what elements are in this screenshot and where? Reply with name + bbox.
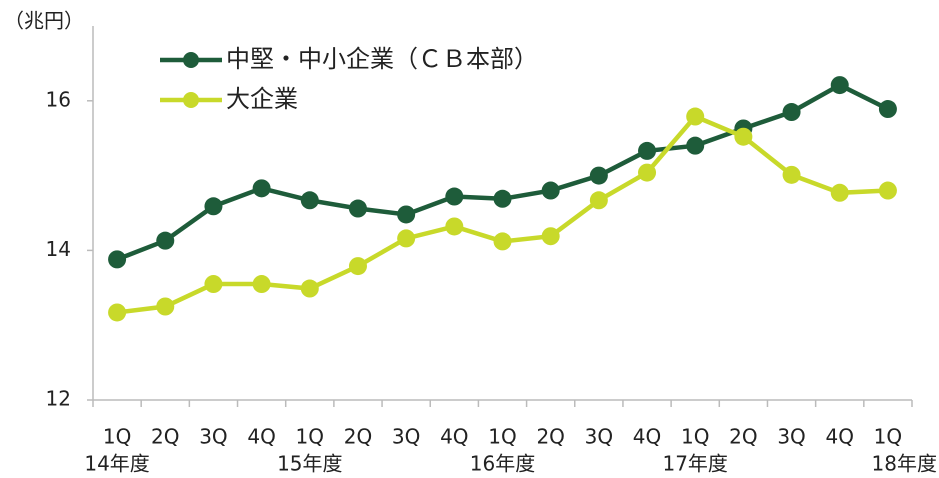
year-label: 16年度 <box>470 452 535 476</box>
data-point <box>830 183 849 202</box>
x-tick-label: 3Q <box>585 425 613 449</box>
data-point <box>445 187 464 206</box>
data-point <box>445 217 464 236</box>
x-tick-label: 3Q <box>777 425 805 449</box>
data-point <box>782 165 801 184</box>
x-tick-label: 2Q <box>536 425 564 449</box>
series-line <box>116 113 889 315</box>
data-point <box>782 103 801 122</box>
data-point <box>638 163 657 182</box>
year-label: 18年度 <box>872 452 937 476</box>
data-point <box>108 303 127 322</box>
y-tick-label: 14 <box>46 237 71 261</box>
x-tick-label: 4Q <box>633 425 661 449</box>
year-label: 17年度 <box>662 452 727 476</box>
year-label: 14年度 <box>84 452 149 476</box>
data-point <box>156 297 175 316</box>
data-point <box>252 179 271 198</box>
data-point <box>204 275 223 294</box>
data-point <box>541 227 560 246</box>
data-point <box>638 141 657 160</box>
unit-label: （兆円） <box>4 9 84 33</box>
data-point <box>686 107 705 126</box>
data-point <box>541 181 560 200</box>
data-point <box>204 197 223 216</box>
data-point <box>878 181 897 200</box>
x-tick-label: 2Q <box>151 425 179 449</box>
x-tick-label: 1Q <box>488 425 516 449</box>
legend-marker <box>183 52 199 68</box>
x-tick-label: 1Q <box>874 425 902 449</box>
data-point <box>348 257 367 276</box>
y-tick-label: 12 <box>46 387 71 411</box>
x-tick-label: 1Q <box>681 425 709 449</box>
x-tick-label: 4Q <box>247 425 275 449</box>
data-point <box>300 191 319 210</box>
x-tick-label: 3Q <box>392 425 420 449</box>
data-point <box>156 231 175 250</box>
legend-marker <box>183 92 199 108</box>
data-point <box>108 250 127 269</box>
data-point <box>589 166 608 185</box>
legend-label: 中堅・中小企業（ＣＢ本部） <box>226 45 538 73</box>
data-point <box>589 191 608 210</box>
data-point <box>493 232 512 251</box>
x-tick-label: 4Q <box>440 425 468 449</box>
year-label: 15年度 <box>277 452 342 476</box>
x-tick-label: 2Q <box>344 425 372 449</box>
y-tick-label: 16 <box>46 87 71 111</box>
data-point <box>252 275 271 294</box>
data-point <box>734 127 753 146</box>
x-tick-label: 4Q <box>826 425 854 449</box>
data-point <box>830 76 849 95</box>
x-tick-label: 2Q <box>729 425 757 449</box>
data-point <box>878 100 897 119</box>
legend-label: 大企業 <box>226 85 298 113</box>
data-point <box>397 229 416 248</box>
x-tick-label: 3Q <box>199 425 227 449</box>
data-point <box>348 199 367 218</box>
data-point <box>686 136 705 155</box>
x-tick-label: 1Q <box>296 425 324 449</box>
x-tick-label: 1Q <box>103 425 131 449</box>
data-point <box>493 189 512 208</box>
data-point <box>300 279 319 298</box>
data-point <box>397 205 416 224</box>
